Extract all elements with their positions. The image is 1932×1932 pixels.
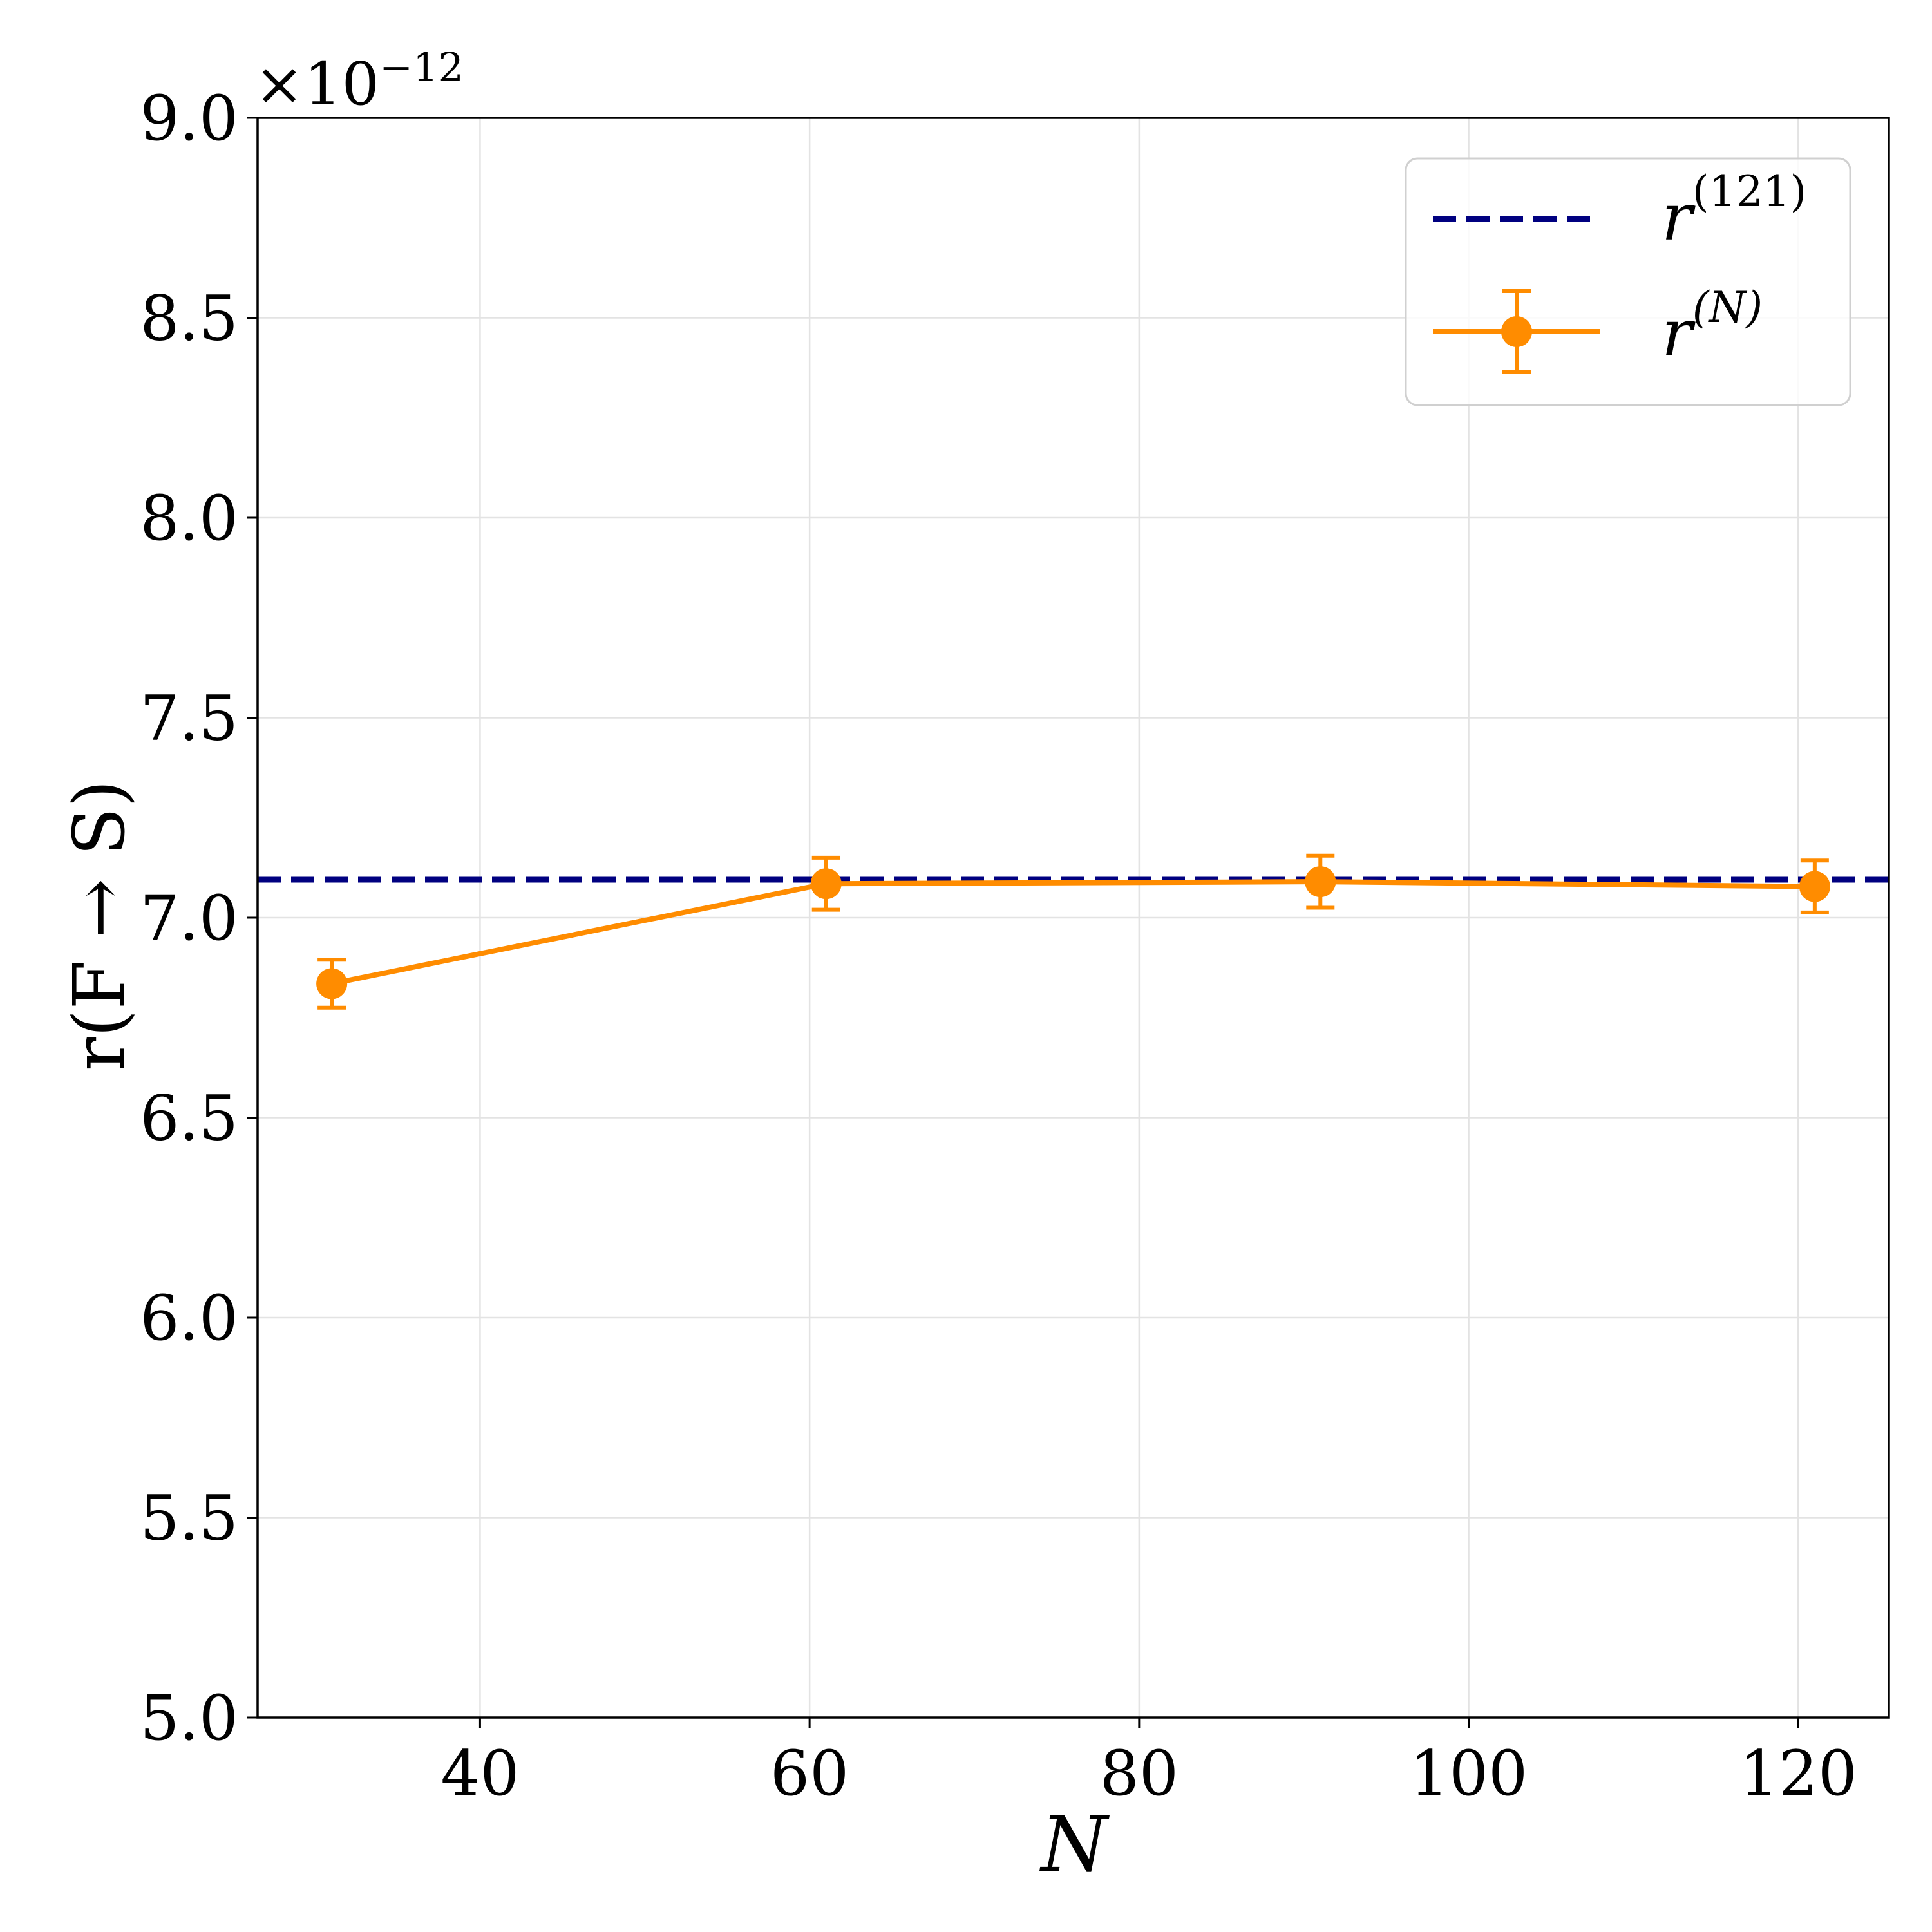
data-point-1 xyxy=(810,868,842,900)
legend-series-marker xyxy=(1501,316,1532,347)
x-axis-label: N xyxy=(1039,1800,1110,1889)
legend-reference-sup: (121) xyxy=(1692,167,1806,216)
y-tick-label-4: 7.0 xyxy=(140,882,238,954)
data-point-0 xyxy=(316,968,348,999)
x-tick-label-0: 40 xyxy=(440,1738,519,1810)
y-offset-exponent: −12 xyxy=(379,44,464,91)
legend-series-base: r xyxy=(1662,296,1696,371)
legend-series-label: r(N) xyxy=(1662,283,1763,371)
data-point-2 xyxy=(1305,866,1336,898)
y-offset-label: ×10−12 xyxy=(254,44,464,118)
y-axis-label: r(F → S) xyxy=(58,780,140,1071)
x-tick-label-2: 80 xyxy=(1100,1738,1179,1810)
legend-series-swatch xyxy=(1433,289,1600,374)
x-axis-ticks: 40 60 80 100 120 xyxy=(440,1718,1857,1810)
data-point-3 xyxy=(1799,871,1830,902)
y-tick-label-6: 8.0 xyxy=(140,482,238,554)
legend-reference-base: r xyxy=(1662,180,1696,255)
y-tick-label-2: 6.0 xyxy=(140,1282,238,1354)
series-group xyxy=(316,853,1830,1010)
x-tick-label-1: 60 xyxy=(770,1738,849,1810)
y-offset-prefix: ×10 xyxy=(254,50,379,118)
x-tick-label-4: 120 xyxy=(1739,1738,1857,1810)
y-tick-label-1: 5.5 xyxy=(140,1482,238,1555)
legend-reference-label: r(121) xyxy=(1662,167,1806,255)
x-tick-label-3: 100 xyxy=(1410,1738,1528,1810)
y-axis-ticks: 5.0 5.5 6.0 6.5 7.0 7.5 8.0 8.5 9.0 xyxy=(140,82,258,1754)
legend: r(121) r(N) xyxy=(1405,157,1852,406)
legend-series-sup: (N) xyxy=(1692,283,1763,332)
y-tick-label-3: 6.5 xyxy=(140,1083,238,1155)
series-line-0 xyxy=(331,879,1815,987)
y-tick-label-7: 8.5 xyxy=(140,283,238,355)
y-tick-label-0: 5.0 xyxy=(140,1682,238,1754)
y-tick-label-5: 7.5 xyxy=(140,683,238,755)
y-tick-label-8: 9.0 xyxy=(140,82,238,155)
